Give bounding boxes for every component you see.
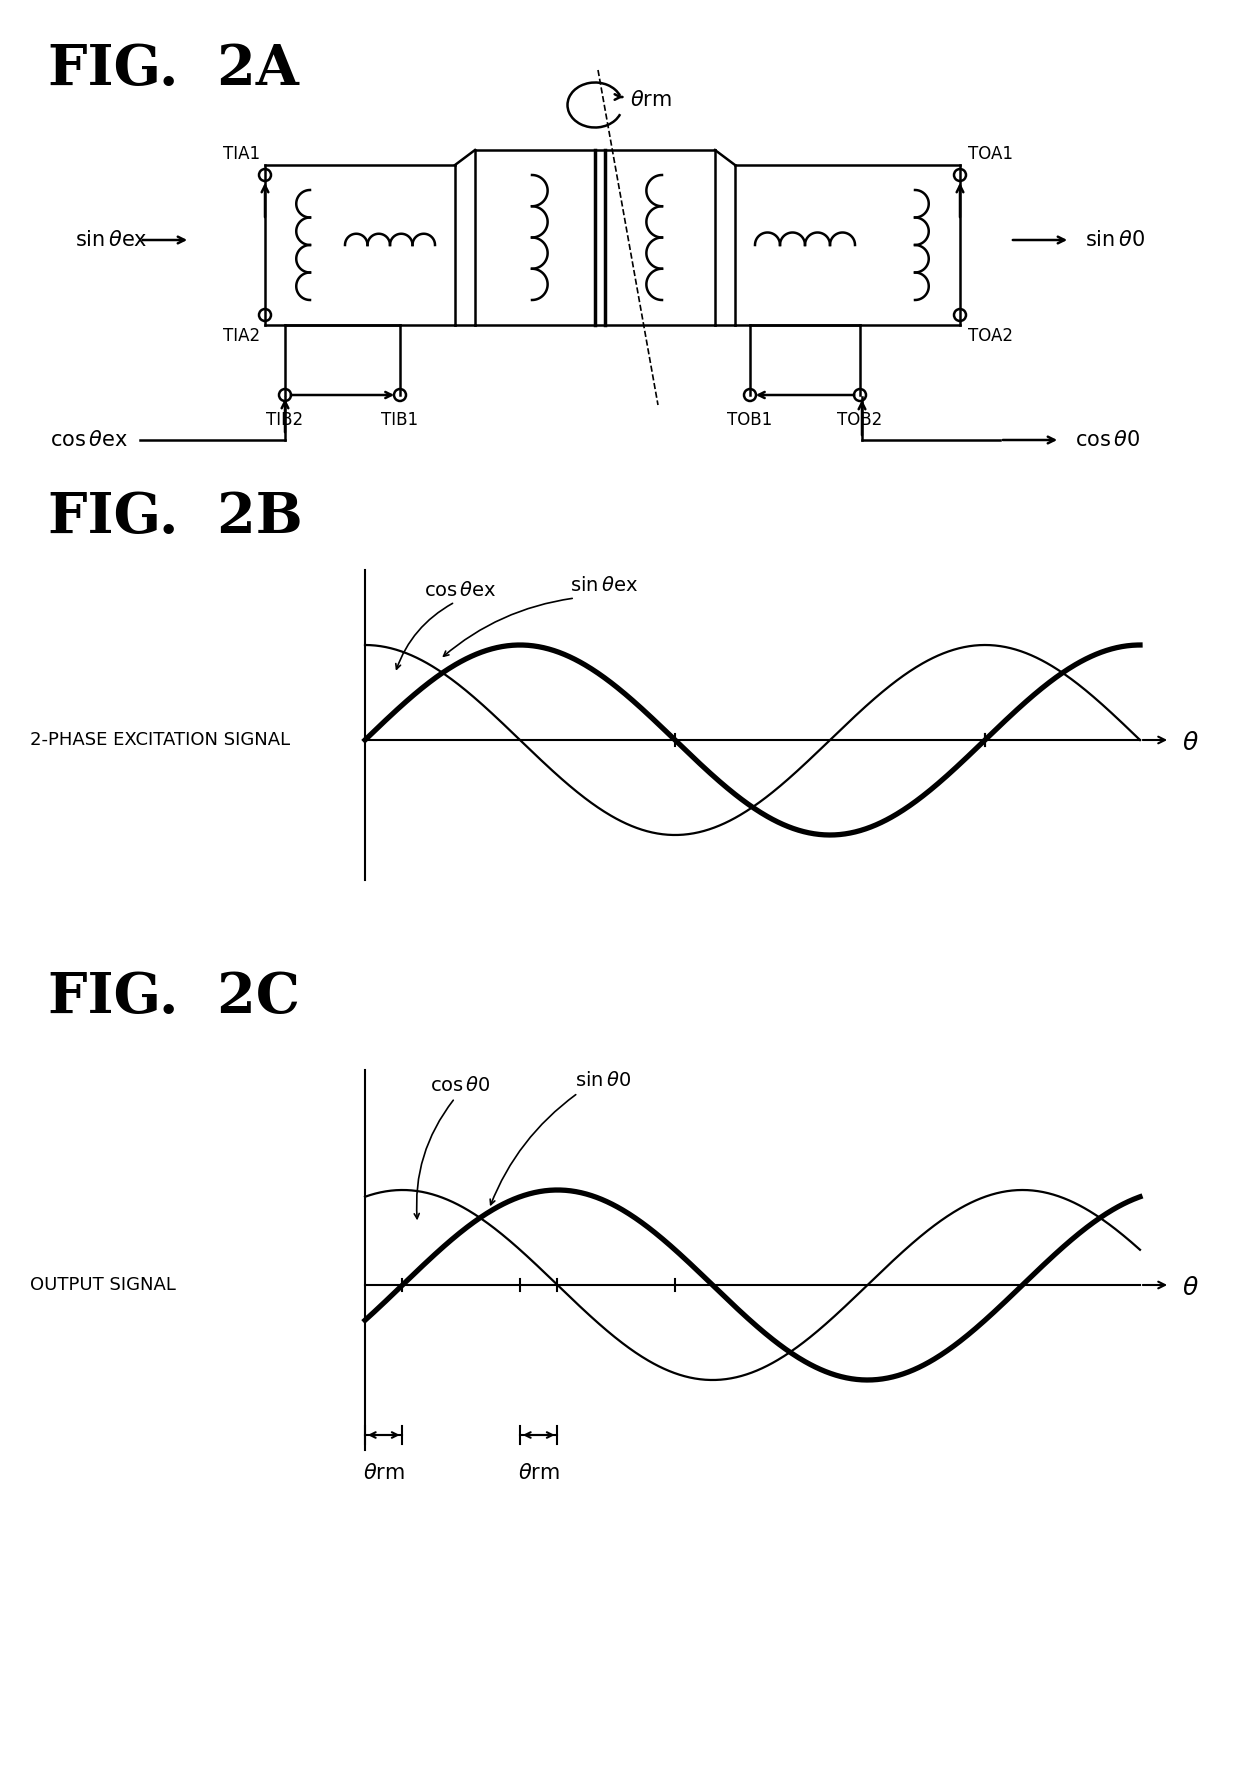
Text: FIG.  2A: FIG. 2A	[48, 43, 299, 96]
Text: $\cos\theta$ex: $\cos\theta$ex	[424, 581, 496, 600]
Text: FIG.  2C: FIG. 2C	[48, 970, 300, 1026]
Text: $\theta$: $\theta$	[1182, 1276, 1199, 1299]
Text: $\sin\theta$ex: $\sin\theta$ex	[570, 575, 637, 595]
Text: $\sin\theta$0: $\sin\theta$0	[1085, 231, 1145, 250]
Text: TOB2: TOB2	[837, 411, 883, 429]
Text: TOA2: TOA2	[968, 327, 1013, 345]
Text: $\cos\theta$0: $\cos\theta$0	[1075, 431, 1140, 450]
Text: $\theta$rm: $\theta$rm	[363, 1464, 404, 1483]
Text: FIG.  2B: FIG. 2B	[48, 490, 303, 545]
Text: $\theta$rm: $\theta$rm	[518, 1464, 559, 1483]
Text: TIA2: TIA2	[223, 327, 260, 345]
Text: $\theta$: $\theta$	[1182, 731, 1199, 754]
Text: $\cos\theta$ex: $\cos\theta$ex	[50, 431, 128, 450]
Text: $\sin\theta$ex: $\sin\theta$ex	[74, 231, 148, 250]
Text: TIB2: TIB2	[267, 411, 304, 429]
Text: $\theta$rm: $\theta$rm	[630, 89, 672, 111]
Text: TIA1: TIA1	[223, 145, 260, 163]
Text: $\cos\theta$0: $\cos\theta$0	[429, 1076, 491, 1095]
Text: 2-PHASE EXCITATION SIGNAL: 2-PHASE EXCITATION SIGNAL	[30, 731, 290, 749]
Text: OUTPUT SIGNAL: OUTPUT SIGNAL	[30, 1276, 176, 1294]
Text: TIB1: TIB1	[382, 411, 419, 429]
Text: TOB1: TOB1	[728, 411, 773, 429]
Text: $\sin\theta$0: $\sin\theta$0	[575, 1070, 631, 1090]
Text: TOA1: TOA1	[968, 145, 1013, 163]
